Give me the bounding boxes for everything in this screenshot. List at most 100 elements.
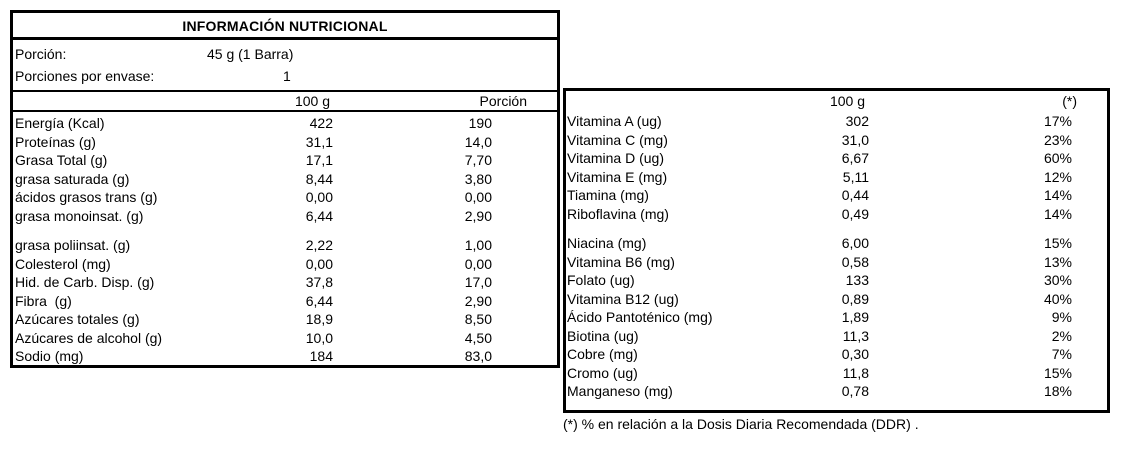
nutrient-label: Energía (Kcal) (15, 115, 105, 131)
servings-per-pack-label: Porciones por envase: (15, 68, 155, 84)
per-portion-value: 4,50 (464, 329, 492, 346)
vitamin-label: Cromo (ug) (567, 364, 638, 381)
per-portion-value: 190 (468, 115, 492, 131)
ddr-footnote: (*) % en relación a la Dosis Diaria Reco… (563, 416, 919, 432)
ddr-percent-value: 14% (1043, 205, 1072, 222)
servings-per-pack-value: 1 (283, 68, 291, 84)
nutrient-row: Proteínas (g) 31,1 14,0 (13, 133, 557, 152)
ddr-percent-value: 60% (1043, 150, 1072, 166)
vitamin-label: Niacina (mg) (567, 235, 647, 251)
per-portion-value: 0,00 (464, 189, 492, 205)
per-100g-column-header: 100 g (829, 93, 865, 109)
nutrition-rows: Energía (Kcal) 422 190 Proteínas (g) 31,… (13, 112, 557, 366)
vitamins-minerals-table: 100 g (*) Vitamina A (ug) 302 17% Vitami… (563, 88, 1110, 413)
vitamin-row: Tiamina (mg) 0,44 14% (566, 186, 1107, 205)
nutrient-label: ácidos grasos trans (g) (15, 189, 158, 205)
per-portion-column-header: Porción (479, 93, 527, 109)
vitamin-label: Vitamina E (mg) (567, 168, 668, 185)
per-100g-value: 11,8 (842, 364, 869, 381)
per-100g-value: 184 (309, 348, 333, 364)
per-portion-value: 1,00 (464, 237, 492, 253)
nutrient-column-header (13, 92, 283, 110)
ddr-percent-value: 23% (1043, 131, 1072, 148)
vitamin-rows: Vitamina A (ug) 302 17% Vitamina C (mg) … (566, 112, 1107, 401)
vitamin-row: Cobre (mg) 0,30 7% (566, 345, 1107, 364)
vitamin-label: Cobre (mg) (567, 346, 638, 362)
nutrient-label: Colesterol (mg) (15, 255, 111, 272)
per-100g-value: 18,9 (305, 311, 333, 327)
per-100g-value: 0,78 (841, 383, 869, 399)
nutrient-label: grasa saturada (g) (15, 170, 130, 187)
nutrient-label: Azúcares de alcohol (g) (15, 329, 163, 346)
per-portion-value: 3,80 (464, 170, 492, 187)
ddr-percent-value: 30% (1043, 272, 1072, 288)
per-100g-column-header: 100 g (294, 93, 330, 109)
per-portion-value: 14,0 (464, 133, 492, 150)
nutrient-label: Sodio (mg) (15, 348, 84, 364)
per-portion-value: 2,90 (464, 207, 492, 224)
per-100g-value: 10,0 (305, 329, 333, 346)
per-100g-value: 2,22 (305, 237, 333, 253)
nutrient-row: ácidos grasos trans (g) 0,00 0,00 (13, 188, 557, 207)
vitamin-row: Manganeso (mg) 0,78 18% (566, 382, 1107, 401)
per-portion-value: 7,70 (464, 152, 492, 168)
ddr-percent-value: 13% (1043, 253, 1072, 270)
per-100g-value: 302 (845, 113, 869, 129)
vitamin-label: Folato (ug) (567, 272, 635, 288)
nutrition-column-headers: 100 g Porción (13, 90, 557, 112)
vitamins-column-headers: 100 g (*) (566, 91, 1107, 112)
serving-size-row: Porción: 45 g (1 Barra) (13, 45, 557, 63)
vitamin-row: Vitamina B6 (mg) 0,58 13% (566, 253, 1107, 272)
nutrient-row: Fibra (g) 6,44 2,90 (13, 292, 557, 311)
nutrient-row: Colesterol (mg) 0,00 0,00 (13, 255, 557, 274)
vitamin-label: Riboflavina (mg) (567, 205, 669, 222)
nutrient-label: Azúcares totales (g) (15, 311, 140, 327)
nutrient-label: Hid. de Carb. Disp. (g) (15, 274, 155, 290)
ddr-percent-value: 18% (1043, 383, 1072, 399)
ddr-percent-value: 15% (1043, 364, 1072, 381)
serving-size-label: Porción: (15, 46, 67, 62)
per-100g-value: 17,1 (305, 152, 333, 168)
ddr-percent-value: 9% (1051, 309, 1072, 325)
per-100g-value: 0,00 (305, 255, 333, 272)
servings-per-pack-row: Porciones por envase: 1 (13, 67, 557, 85)
per-100g-value: 31,0 (841, 131, 869, 148)
nutrient-label: Proteínas (g) (15, 133, 96, 150)
per-100g-value: 0,30 (841, 346, 869, 362)
nutrient-label: Fibra (g) (15, 292, 72, 309)
nutrient-row: grasa saturada (g) 8,44 3,80 (13, 170, 557, 189)
nutrient-row: Energía (Kcal) 422 190 (13, 114, 557, 133)
vitamin-row: Vitamina C (mg) 31,0 23% (566, 131, 1107, 150)
vitamin-label: Vitamina A (ug) (567, 113, 662, 129)
vitamin-label: Vitamina D (ug) (567, 150, 665, 166)
vitamin-label: Vitamina B6 (mg) (567, 253, 675, 270)
serving-size-value: 45 g (1 Barra) (207, 46, 294, 62)
per-100g-value: 0,49 (841, 205, 869, 222)
nutrient-row: grasa poliinsat. (g) 2,22 1,00 (13, 236, 557, 255)
nutrient-row: Hid. de Carb. Disp. (g) 37,8 17,0 (13, 273, 557, 292)
per-portion-value: 83,0 (464, 348, 492, 364)
per-portion-value: 0,00 (464, 255, 492, 272)
per-100g-value: 6,44 (305, 292, 333, 309)
ddr-percent-value: 2% (1051, 327, 1072, 344)
per-100g-value: 11,3 (842, 327, 869, 344)
vitamin-row: Folato (ug) 133 30% (566, 271, 1107, 290)
per-100g-value: 5,11 (842, 168, 869, 185)
ddr-percent-value: 17% (1043, 113, 1072, 129)
vitamin-row: Niacina (mg) 6,00 15% (566, 234, 1107, 253)
vitamin-row: Vitamina B12 (ug) 0,89 40% (566, 290, 1107, 309)
nutrition-facts-table: INFORMACIÓN NUTRICIONAL Porción: 45 g (1… (10, 10, 560, 368)
per-100g-value: 422 (309, 115, 333, 131)
vitamin-label: Ácido Pantoténico (mg) (567, 309, 713, 325)
per-100g-value: 0,89 (841, 290, 869, 307)
ddr-percent-column-header: (*) (1062, 93, 1077, 109)
nutrient-row: Grasa Total (g) 17,1 7,70 (13, 151, 557, 170)
vitamin-row: Riboflavina (mg) 0,49 14% (566, 205, 1107, 224)
per-100g-value: 6,67 (841, 150, 869, 166)
ddr-percent-value: 7% (1051, 346, 1072, 362)
ddr-percent-value: 14% (1043, 187, 1072, 203)
ddr-percent-value: 15% (1043, 235, 1072, 251)
nutrient-row: Azúcares totales (g) 18,9 8,50 (13, 310, 557, 329)
per-100g-value: 8,44 (305, 170, 333, 187)
